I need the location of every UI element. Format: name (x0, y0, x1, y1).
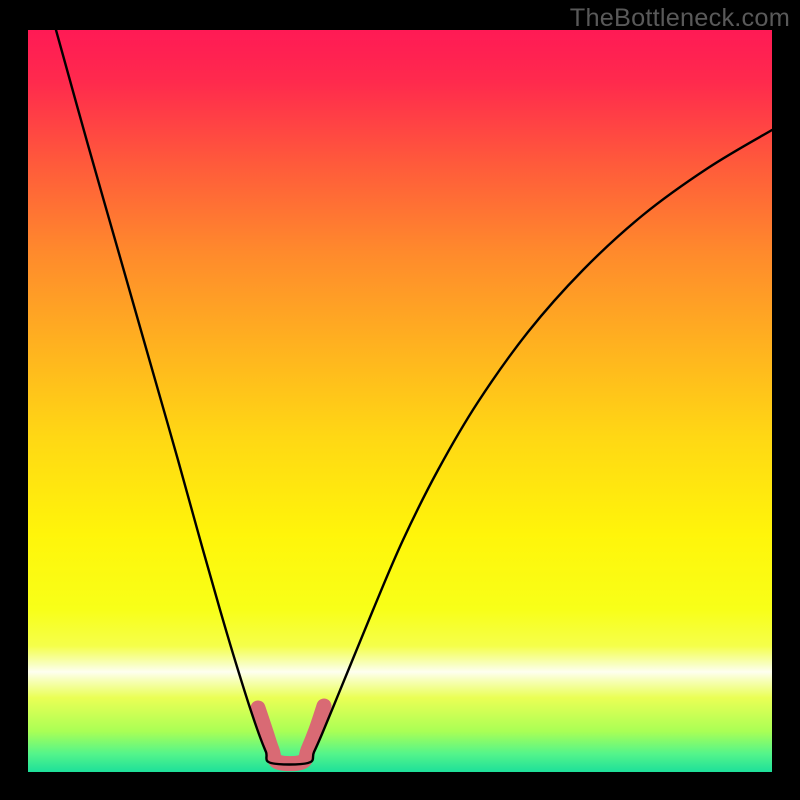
gradient-background (28, 30, 772, 772)
plot-area (28, 30, 772, 772)
chart-stage: TheBottleneck.com (0, 0, 800, 800)
watermark-text: TheBottleneck.com (570, 4, 790, 33)
border-right (772, 0, 800, 800)
border-bottom (0, 772, 800, 800)
border-left (0, 0, 28, 800)
